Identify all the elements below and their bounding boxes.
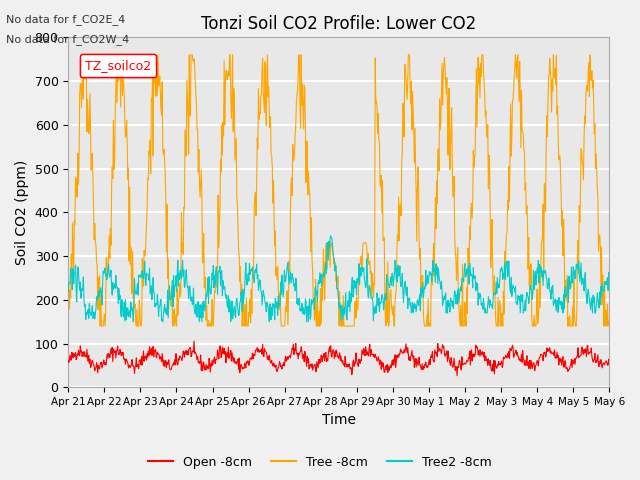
Legend: Open -8cm, Tree -8cm, Tree2 -8cm: Open -8cm, Tree -8cm, Tree2 -8cm [143, 451, 497, 474]
Line: Tree2 -8cm: Tree2 -8cm [68, 236, 640, 322]
Open -8cm [623, 346, 630, 352]
Tree2 -8cm [406, 295, 413, 300]
Line: Open -8cm: Open -8cm [68, 341, 640, 376]
Text: No data for f_CO2E_4: No data for f_CO2E_4 [6, 14, 125, 25]
Tree -8cm [406, 52, 413, 58]
Tree2 -8cm [305, 319, 312, 324]
Tree -8cm [614, 150, 621, 156]
Tree2 -8cm [623, 294, 630, 300]
Tree2 -8cm [614, 263, 621, 269]
Open -8cm [405, 357, 413, 363]
Open -8cm [453, 373, 461, 379]
Open -8cm [305, 355, 312, 361]
X-axis label: Time: Time [322, 413, 356, 427]
Title: Tonzi Soil CO2 Profile: Lower CO2: Tonzi Soil CO2 Profile: Lower CO2 [201, 15, 476, 33]
Tree -8cm [65, 309, 72, 315]
Tree -8cm [173, 323, 180, 329]
Line: Tree -8cm: Tree -8cm [68, 55, 640, 326]
Y-axis label: Soil CO2 (ppm): Soil CO2 (ppm) [15, 160, 29, 265]
Tree2 -8cm [65, 289, 72, 295]
Tree -8cm [93, 259, 100, 265]
Tree2 -8cm [92, 306, 100, 312]
Tree2 -8cm [327, 233, 335, 239]
Tree -8cm [97, 323, 104, 329]
Open -8cm [614, 344, 621, 350]
Text: No data for f_CO2W_4: No data for f_CO2W_4 [6, 34, 130, 45]
Tree2 -8cm [129, 319, 137, 324]
Tree -8cm [305, 187, 313, 192]
Open -8cm [190, 338, 198, 344]
Open -8cm [172, 362, 179, 368]
Open -8cm [65, 358, 72, 364]
Tree -8cm [623, 84, 630, 90]
Legend: TZ_soilco2: TZ_soilco2 [80, 54, 156, 77]
Tree2 -8cm [172, 273, 180, 278]
Open -8cm [92, 365, 100, 371]
Tree -8cm [80, 52, 88, 58]
